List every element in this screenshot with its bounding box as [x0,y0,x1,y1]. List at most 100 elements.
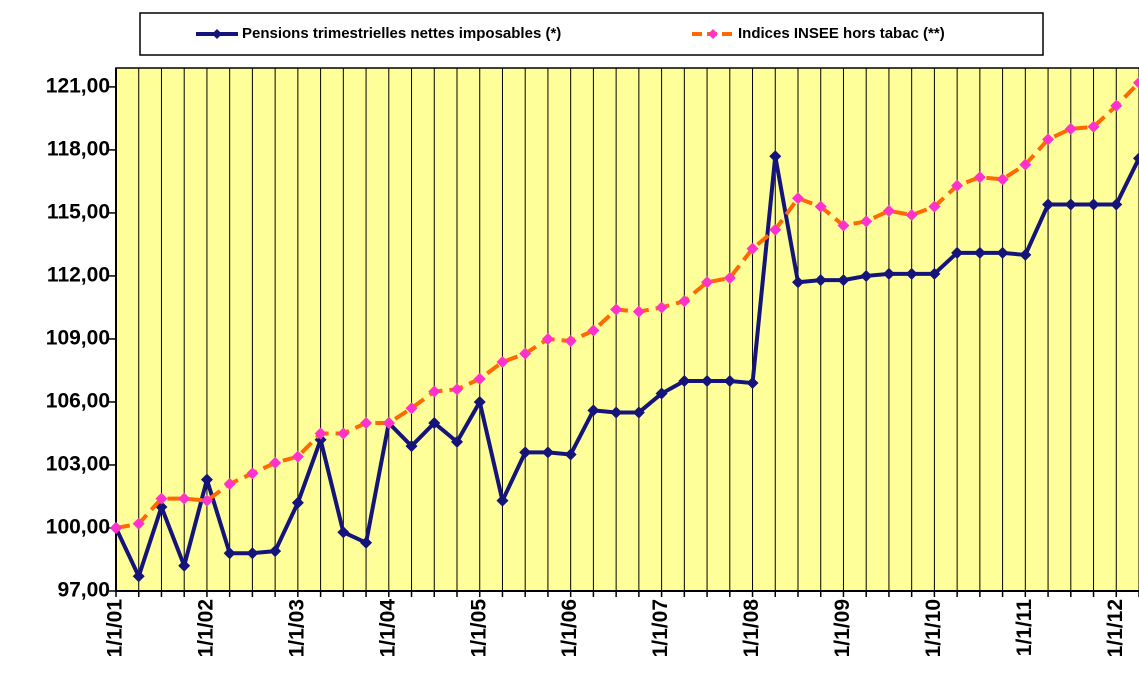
series-marker [587,404,600,417]
series-marker [610,406,623,419]
series-marker [473,395,486,408]
legend-label: Pensions trimestrielles nettes imposable… [242,25,561,42]
series-marker [564,448,577,461]
series-marker [246,547,259,560]
series-marker [132,570,145,583]
series-marker [519,446,532,459]
series-marker [951,246,964,259]
series-marker [814,274,827,287]
series-marker [110,521,122,534]
series-marker [769,150,782,163]
x-tick-label: 1/1/03 [285,599,308,657]
series-marker [701,276,714,289]
series-marker [792,192,804,205]
series-marker [314,427,327,440]
series-marker [405,440,418,453]
series-marker [632,305,645,318]
series-marker [860,269,873,282]
series-marker [541,332,554,345]
x-tick-label: 1/1/02 [194,599,217,657]
series-marker [973,246,986,259]
series-marker [746,242,759,255]
y-tick-label: 118,00 [47,137,110,160]
series-marker [451,383,463,396]
series-marker [1042,198,1055,211]
series-marker [701,374,714,387]
y-tick-label: 112,00 [47,263,110,286]
series-marker [337,427,350,440]
series-marker [223,477,236,490]
y-tick-label: 97,00 [57,579,110,602]
y-tick-label: 115,00 [47,200,110,223]
x-tick-label: 1/1/10 [922,599,945,657]
series-marker [496,494,509,507]
series-marker [1087,120,1100,133]
series-marker [610,303,623,316]
series-marker [1019,158,1032,171]
series-marker [1087,198,1100,211]
x-tick-label: 1/1/04 [376,599,399,658]
y-tick-label: 121,00 [46,74,110,97]
series-marker [996,246,1009,259]
series-marker [223,547,236,560]
x-tick-label: 1/1/05 [467,599,490,658]
series-marker [428,385,441,398]
x-tick-label: 1/1/08 [740,599,763,658]
legend-marker [212,29,222,39]
x-tick-label: 1/1/06 [558,599,581,657]
series-marker [1110,198,1123,211]
series-marker [200,494,213,507]
x-tick-label: 1/1/09 [831,599,854,657]
y-tick-label: 106,00 [46,390,110,413]
plot-area [115,67,1139,592]
series-marker [496,356,509,369]
x-tick-label: 1/1/11 [1013,599,1036,657]
series-marker [291,450,304,463]
series-marker [882,267,895,280]
series-marker [519,347,532,360]
series-marker [473,372,486,385]
series-marker [382,416,395,429]
legend-marker [708,29,718,39]
series-marker [905,267,918,280]
series-marker [178,492,191,505]
series-marker [973,171,986,184]
series-marker [269,456,282,469]
series-marker [337,526,350,539]
series-marker [905,209,918,222]
series-marker [655,387,668,400]
series-marker [360,416,373,429]
series-marker [678,295,691,308]
series-marker [632,406,645,419]
series-marker [269,545,282,558]
series-marker [678,374,691,387]
series-line [115,81,1139,530]
series-marker [860,215,873,228]
series-marker [1110,99,1123,112]
series-marker [1064,198,1077,211]
series-marker [746,377,759,390]
x-tick-label: 1/1/12 [1104,599,1127,657]
series-marker [564,335,577,348]
series-marker [814,200,827,213]
series-marker [723,272,736,285]
series-marker [1133,152,1139,165]
series-marker [405,402,418,415]
y-tick-label: 100,00 [46,516,110,539]
legend-box [139,12,1044,56]
series-marker [837,219,850,232]
series-marker [428,416,441,429]
series-marker [655,301,668,314]
series-marker [1064,122,1077,135]
series-marker [1133,76,1139,89]
series-marker [951,179,964,192]
y-tick-label: 103,00 [46,453,110,476]
legend-label: Indices INSEE hors tabac (**) [738,25,945,42]
series-marker [1019,248,1032,261]
series-marker [1042,133,1055,146]
series-marker [769,223,782,236]
series-marker [155,492,168,505]
series-marker [200,473,213,486]
